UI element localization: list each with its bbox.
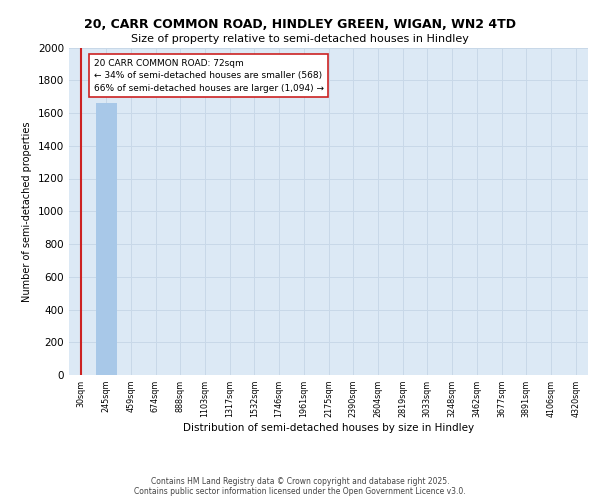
X-axis label: Distribution of semi-detached houses by size in Hindley: Distribution of semi-detached houses by …: [183, 423, 474, 433]
Text: Size of property relative to semi-detached houses in Hindley: Size of property relative to semi-detach…: [131, 34, 469, 44]
Text: Contains HM Land Registry data © Crown copyright and database right 2025.
Contai: Contains HM Land Registry data © Crown c…: [134, 476, 466, 496]
Y-axis label: Number of semi-detached properties: Number of semi-detached properties: [22, 121, 32, 302]
Text: 20, CARR COMMON ROAD, HINDLEY GREEN, WIGAN, WN2 4TD: 20, CARR COMMON ROAD, HINDLEY GREEN, WIG…: [84, 18, 516, 30]
Bar: [95, 103, 116, 375]
Text: 20 CARR COMMON ROAD: 72sqm
← 34% of semi-detached houses are smaller (568)
66% o: 20 CARR COMMON ROAD: 72sqm ← 34% of semi…: [94, 59, 324, 93]
